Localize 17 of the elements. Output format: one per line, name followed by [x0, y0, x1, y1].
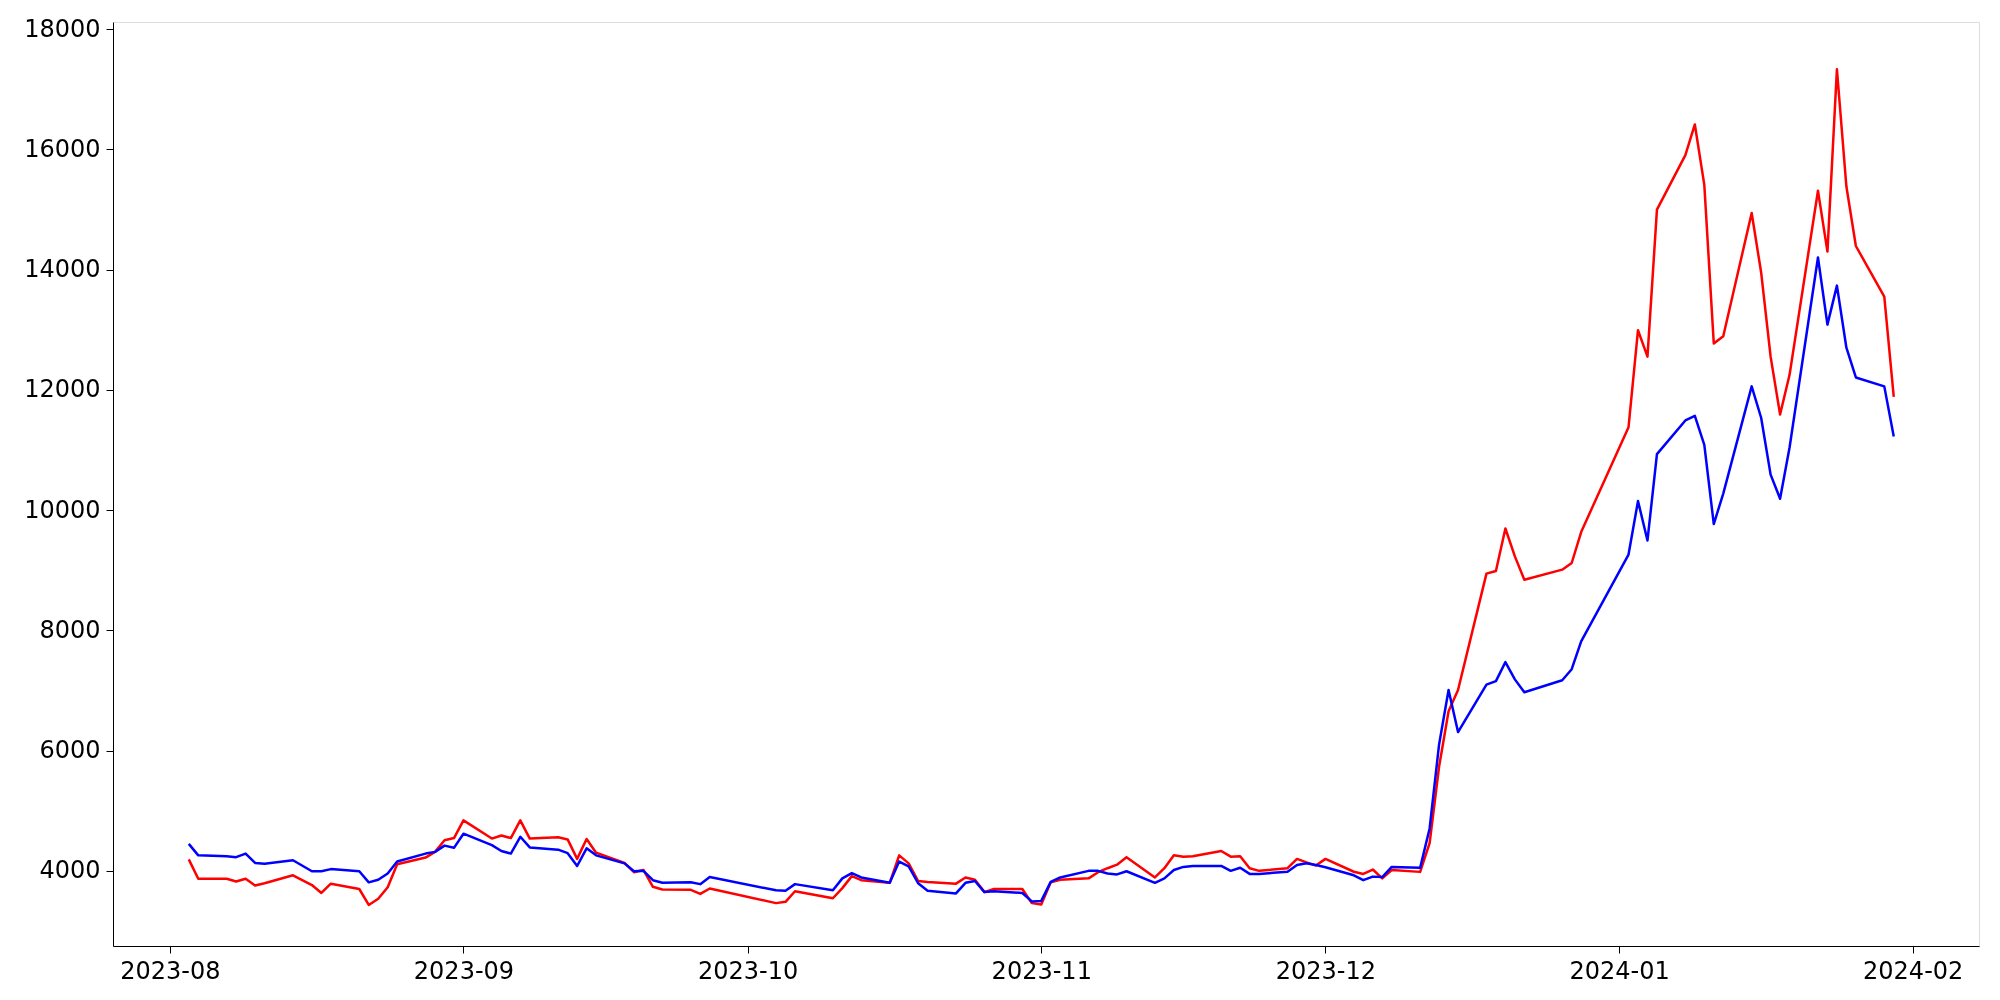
y-tick-label: 10000 — [24, 495, 101, 524]
x-tick-label: 2023-11 — [991, 956, 1092, 985]
y-tick-label: 16000 — [24, 134, 101, 163]
x-tick-label: 2023-08 — [120, 956, 221, 985]
line-series — [187, 256, 1895, 903]
x-tick-label: 2023-12 — [1275, 956, 1377, 985]
y-tick-label: 4000 — [39, 856, 101, 885]
x-tick-label: 2023-09 — [413, 956, 515, 985]
y-tick-label: 6000 — [39, 736, 101, 765]
y-tick-label: 12000 — [24, 375, 101, 404]
line-series — [187, 68, 1895, 907]
x-tick-label: 2023-10 — [697, 956, 799, 985]
x-tick-label: 2024-01 — [1569, 956, 1670, 985]
x-tick-label: 2024-02 — [1863, 956, 1964, 985]
y-tick-label: 18000 — [24, 14, 101, 43]
y-tick-label: 8000 — [39, 615, 101, 644]
y-tick-label: 14000 — [24, 255, 101, 284]
